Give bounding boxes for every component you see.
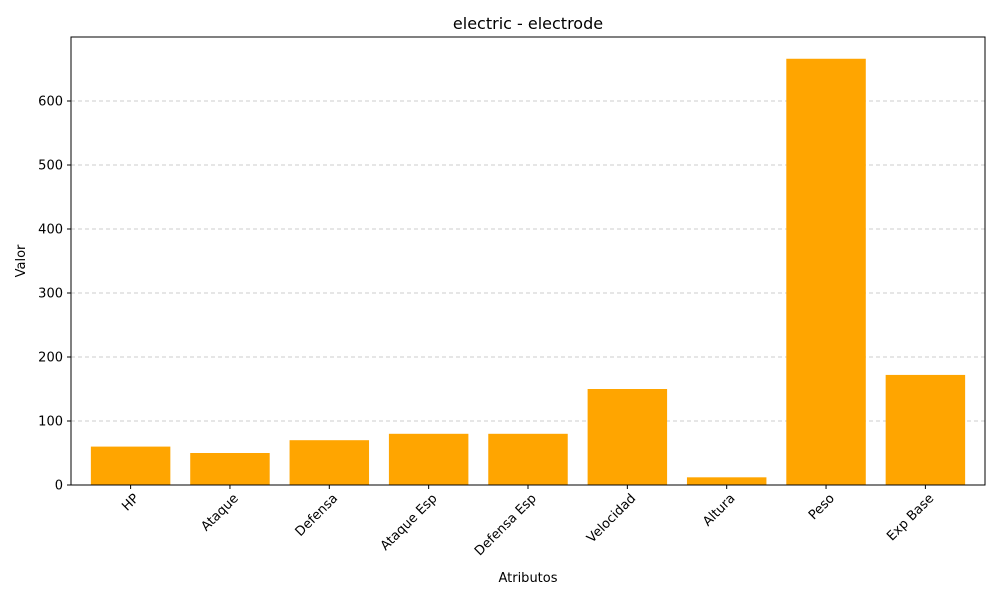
x-tick-label-defensa: Defensa <box>293 491 341 539</box>
bars <box>90 58 966 485</box>
x-tick-label-peso: Peso <box>806 491 838 523</box>
y-axis-label: Valor <box>14 244 29 277</box>
y-tick-label-500: 500 <box>38 159 63 174</box>
y-tick-label-600: 600 <box>38 95 63 110</box>
y-tick-label-200: 200 <box>38 351 63 366</box>
bar-exp-base <box>885 374 966 485</box>
y-tick-label-0: 0 <box>55 479 63 494</box>
bar-peso <box>786 58 866 485</box>
x-tick-label-defensa-esp: Defensa Esp <box>472 491 540 559</box>
bar-hp <box>90 446 171 485</box>
bar-ataque <box>190 453 270 485</box>
x-tick-label-exp-base: Exp Base <box>884 491 937 544</box>
x-axis-label: Atributos <box>498 571 557 586</box>
bar-altura <box>686 477 767 485</box>
x-tick-label-hp: HP <box>119 491 142 514</box>
bar-defensa <box>289 440 370 485</box>
y-ticks: 0 100 200 300 400 500 600 <box>38 95 71 494</box>
y-tick-label-300: 300 <box>38 287 63 302</box>
chart-title: electric - electrode <box>453 14 603 33</box>
y-tick-label-400: 400 <box>38 223 63 238</box>
x-tick-label-velocidad: Velocidad <box>584 491 639 546</box>
grid-lines <box>71 100 985 422</box>
x-tick-label-ataque-esp: Ataque Esp <box>378 491 441 554</box>
x-ticks: HP Ataque Defensa Ataque Esp Defensa Esp Velo… <box>119 485 937 559</box>
bar-ataque-esp <box>388 433 469 485</box>
bar-velocidad <box>587 389 668 485</box>
x-tick-label-ataque: Ataque <box>198 491 241 534</box>
y-tick-label-100: 100 <box>38 415 63 430</box>
x-tick-label-altura: Altura <box>700 491 738 529</box>
bar-defensa-esp <box>488 433 568 485</box>
